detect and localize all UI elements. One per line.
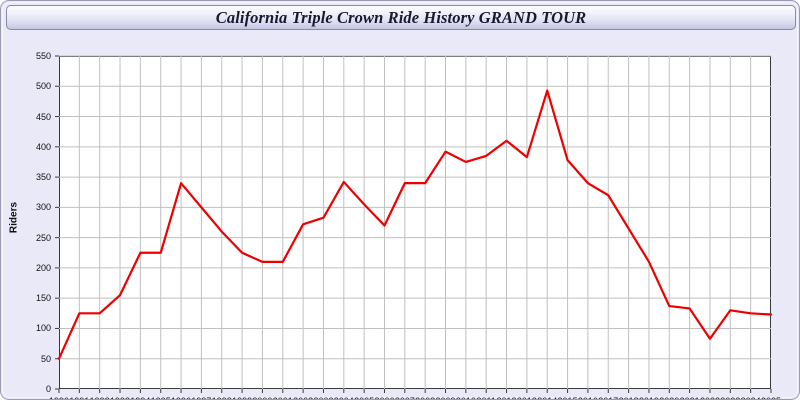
y-tick-label: 200 xyxy=(35,262,51,273)
x-tick-label: 1999 xyxy=(227,396,257,399)
x-tick-label: 2021 xyxy=(675,396,705,399)
x-tick-label: 1998 xyxy=(207,396,237,399)
axis-ticks xyxy=(55,55,772,393)
x-tick-label: 2014 xyxy=(532,396,562,399)
y-tick-label: 450 xyxy=(35,111,51,122)
gridlines xyxy=(59,55,771,389)
x-tick-label: 2010 xyxy=(451,396,481,399)
x-tick-label: 1996 xyxy=(166,396,196,399)
x-tick-label: 2013 xyxy=(512,396,542,399)
title-bar: California Triple Crown Ride History GRA… xyxy=(6,5,796,30)
x-tick-label: 2015 xyxy=(553,396,583,399)
x-tick-label: 2022 xyxy=(695,396,725,399)
y-tick-label: 0 xyxy=(45,384,51,394)
y-tick-label: 400 xyxy=(35,141,51,152)
y-tick-label: 250 xyxy=(35,232,51,243)
line-chart-canvas xyxy=(55,55,773,393)
x-tick-label: 2018 xyxy=(614,396,644,399)
x-tick-label: 1993 xyxy=(105,396,135,399)
x-tick-label: 2004 xyxy=(329,396,359,399)
data-series-group xyxy=(57,89,773,360)
x-tick-label: 2025 xyxy=(756,396,786,399)
x-tick-label: 2006 xyxy=(369,396,399,399)
plot-region: Riders 0 50 100 150 200 250 300 350 400 450 500 550… xyxy=(1,34,799,399)
x-tick-label: 1997 xyxy=(186,396,216,399)
x-tick-label: 1991 xyxy=(64,396,94,399)
x-tick-label: 2008 xyxy=(410,396,440,399)
x-tick-label: 2012 xyxy=(492,396,522,399)
x-tick-label: 2024 xyxy=(736,396,766,399)
y-tick-label: 100 xyxy=(35,323,51,334)
x-tick-label: 2007 xyxy=(390,396,420,399)
x-tick-label: 2020 xyxy=(654,396,684,399)
page-title: California Triple Crown Ride History GRA… xyxy=(215,7,587,27)
x-tick-label: 2019 xyxy=(634,396,664,399)
x-tick-label: 2005 xyxy=(349,396,379,399)
y-tick-label: 350 xyxy=(35,172,51,183)
x-tick-label: 1995 xyxy=(146,396,176,399)
y-tick-label: 50 xyxy=(40,353,51,364)
y-tick-label: 150 xyxy=(35,293,51,304)
x-tick-label: 1994 xyxy=(125,396,155,399)
x-tick-label: 2009 xyxy=(431,396,461,399)
x-tick-label: 2023 xyxy=(715,396,745,399)
x-tick-label: 1992 xyxy=(85,396,115,399)
y-tick-label: 500 xyxy=(35,81,51,92)
data-line-riders xyxy=(57,89,773,360)
x-tick-label: 1990 xyxy=(44,396,74,399)
x-tick-label: 2011 xyxy=(471,396,501,399)
plot-area xyxy=(59,56,771,389)
x-tick-label: 2017 xyxy=(593,396,623,399)
x-tick-label: 2016 xyxy=(573,396,603,399)
x-tick-label: 2003 xyxy=(308,396,338,399)
x-tick-label: 2000 xyxy=(247,396,277,399)
x-tick-label: 2001 xyxy=(268,396,298,399)
y-tick-label: 300 xyxy=(35,202,51,213)
y-tick-label: 550 xyxy=(35,51,51,61)
